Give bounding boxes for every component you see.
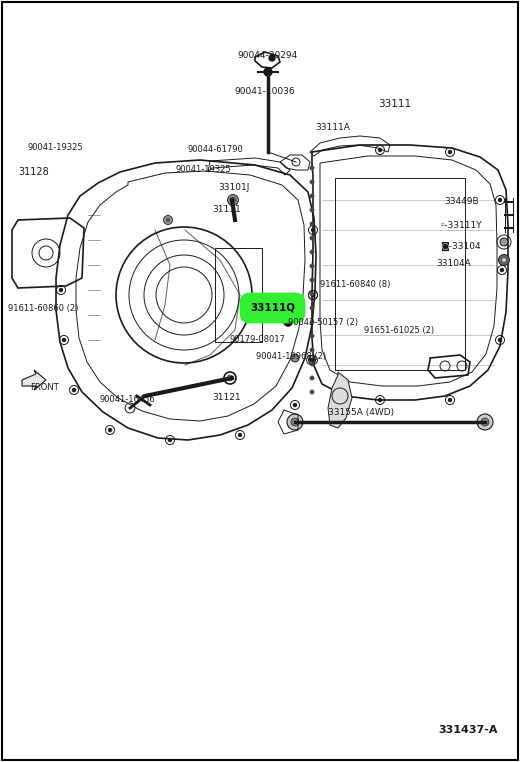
- Text: 91611-60840 (8): 91611-60840 (8): [320, 280, 391, 289]
- Circle shape: [477, 414, 493, 430]
- Circle shape: [108, 428, 112, 432]
- Text: 90041-19968 (2): 90041-19968 (2): [256, 351, 326, 360]
- Circle shape: [311, 228, 315, 232]
- Circle shape: [291, 418, 299, 426]
- Text: 33111A: 33111A: [315, 123, 350, 133]
- Circle shape: [310, 362, 314, 367]
- Circle shape: [481, 418, 489, 426]
- Text: ◦-33111Y: ◦-33111Y: [440, 222, 483, 230]
- Circle shape: [311, 293, 315, 297]
- Circle shape: [310, 222, 314, 226]
- Circle shape: [310, 390, 314, 394]
- Circle shape: [227, 375, 233, 381]
- Circle shape: [309, 358, 313, 362]
- Text: 33101J: 33101J: [218, 184, 250, 193]
- Circle shape: [166, 218, 170, 222]
- Circle shape: [310, 334, 314, 338]
- Text: ◙-33104: ◙-33104: [440, 242, 480, 251]
- Circle shape: [310, 264, 314, 268]
- Circle shape: [501, 258, 506, 262]
- Text: 33111Q: 33111Q: [250, 303, 295, 313]
- Circle shape: [378, 148, 382, 152]
- Circle shape: [269, 55, 275, 61]
- Polygon shape: [328, 372, 352, 428]
- Circle shape: [291, 354, 299, 362]
- Circle shape: [378, 398, 382, 402]
- Circle shape: [310, 347, 314, 352]
- Text: 90041-19325: 90041-19325: [175, 165, 231, 174]
- Text: 33111: 33111: [378, 99, 411, 109]
- Circle shape: [62, 338, 66, 342]
- Text: 31128: 31128: [18, 167, 49, 177]
- Circle shape: [228, 194, 239, 206]
- Circle shape: [310, 250, 314, 255]
- Circle shape: [311, 358, 315, 362]
- Text: 331437-A: 331437-A: [438, 725, 498, 735]
- Polygon shape: [22, 370, 46, 390]
- Text: 90041-10036: 90041-10036: [235, 88, 295, 97]
- Text: 33155A (4WD): 33155A (4WD): [328, 408, 394, 417]
- Text: 90041-16456: 90041-16456: [100, 395, 156, 405]
- Circle shape: [310, 180, 314, 184]
- Circle shape: [287, 414, 303, 430]
- Circle shape: [499, 255, 510, 265]
- Circle shape: [310, 235, 314, 240]
- Text: 33449B: 33449B: [444, 197, 478, 207]
- Text: 31121: 31121: [212, 393, 241, 402]
- Text: 33104A: 33104A: [436, 260, 471, 268]
- Circle shape: [163, 216, 173, 225]
- Circle shape: [498, 338, 502, 342]
- Circle shape: [59, 288, 63, 292]
- Text: 90044-61790: 90044-61790: [188, 146, 244, 155]
- Circle shape: [310, 166, 314, 170]
- Circle shape: [500, 268, 504, 272]
- Text: 90041-19325: 90041-19325: [28, 143, 84, 152]
- Text: 90044-30294: 90044-30294: [238, 50, 298, 59]
- Circle shape: [238, 433, 242, 437]
- Circle shape: [311, 293, 315, 297]
- Circle shape: [283, 318, 292, 326]
- Circle shape: [290, 313, 300, 323]
- Text: FRONT: FRONT: [30, 383, 59, 392]
- Circle shape: [310, 320, 314, 324]
- Circle shape: [310, 292, 314, 296]
- Circle shape: [310, 194, 314, 198]
- Circle shape: [448, 150, 452, 154]
- Circle shape: [293, 403, 297, 407]
- Text: 90179-08017: 90179-08017: [230, 335, 286, 344]
- Text: 90042-50157 (2): 90042-50157 (2): [288, 318, 358, 326]
- Circle shape: [310, 376, 314, 380]
- Circle shape: [498, 198, 502, 202]
- Circle shape: [310, 208, 314, 212]
- Circle shape: [310, 278, 314, 282]
- Circle shape: [168, 438, 172, 442]
- Circle shape: [310, 306, 314, 310]
- Text: 91651-61025 (2): 91651-61025 (2): [364, 325, 434, 335]
- Text: 31111: 31111: [212, 206, 241, 214]
- Circle shape: [500, 238, 508, 246]
- Text: 91611-60860 (2): 91611-60860 (2): [8, 303, 79, 312]
- Circle shape: [230, 197, 236, 203]
- Circle shape: [448, 398, 452, 402]
- Circle shape: [72, 388, 76, 392]
- Circle shape: [264, 68, 272, 76]
